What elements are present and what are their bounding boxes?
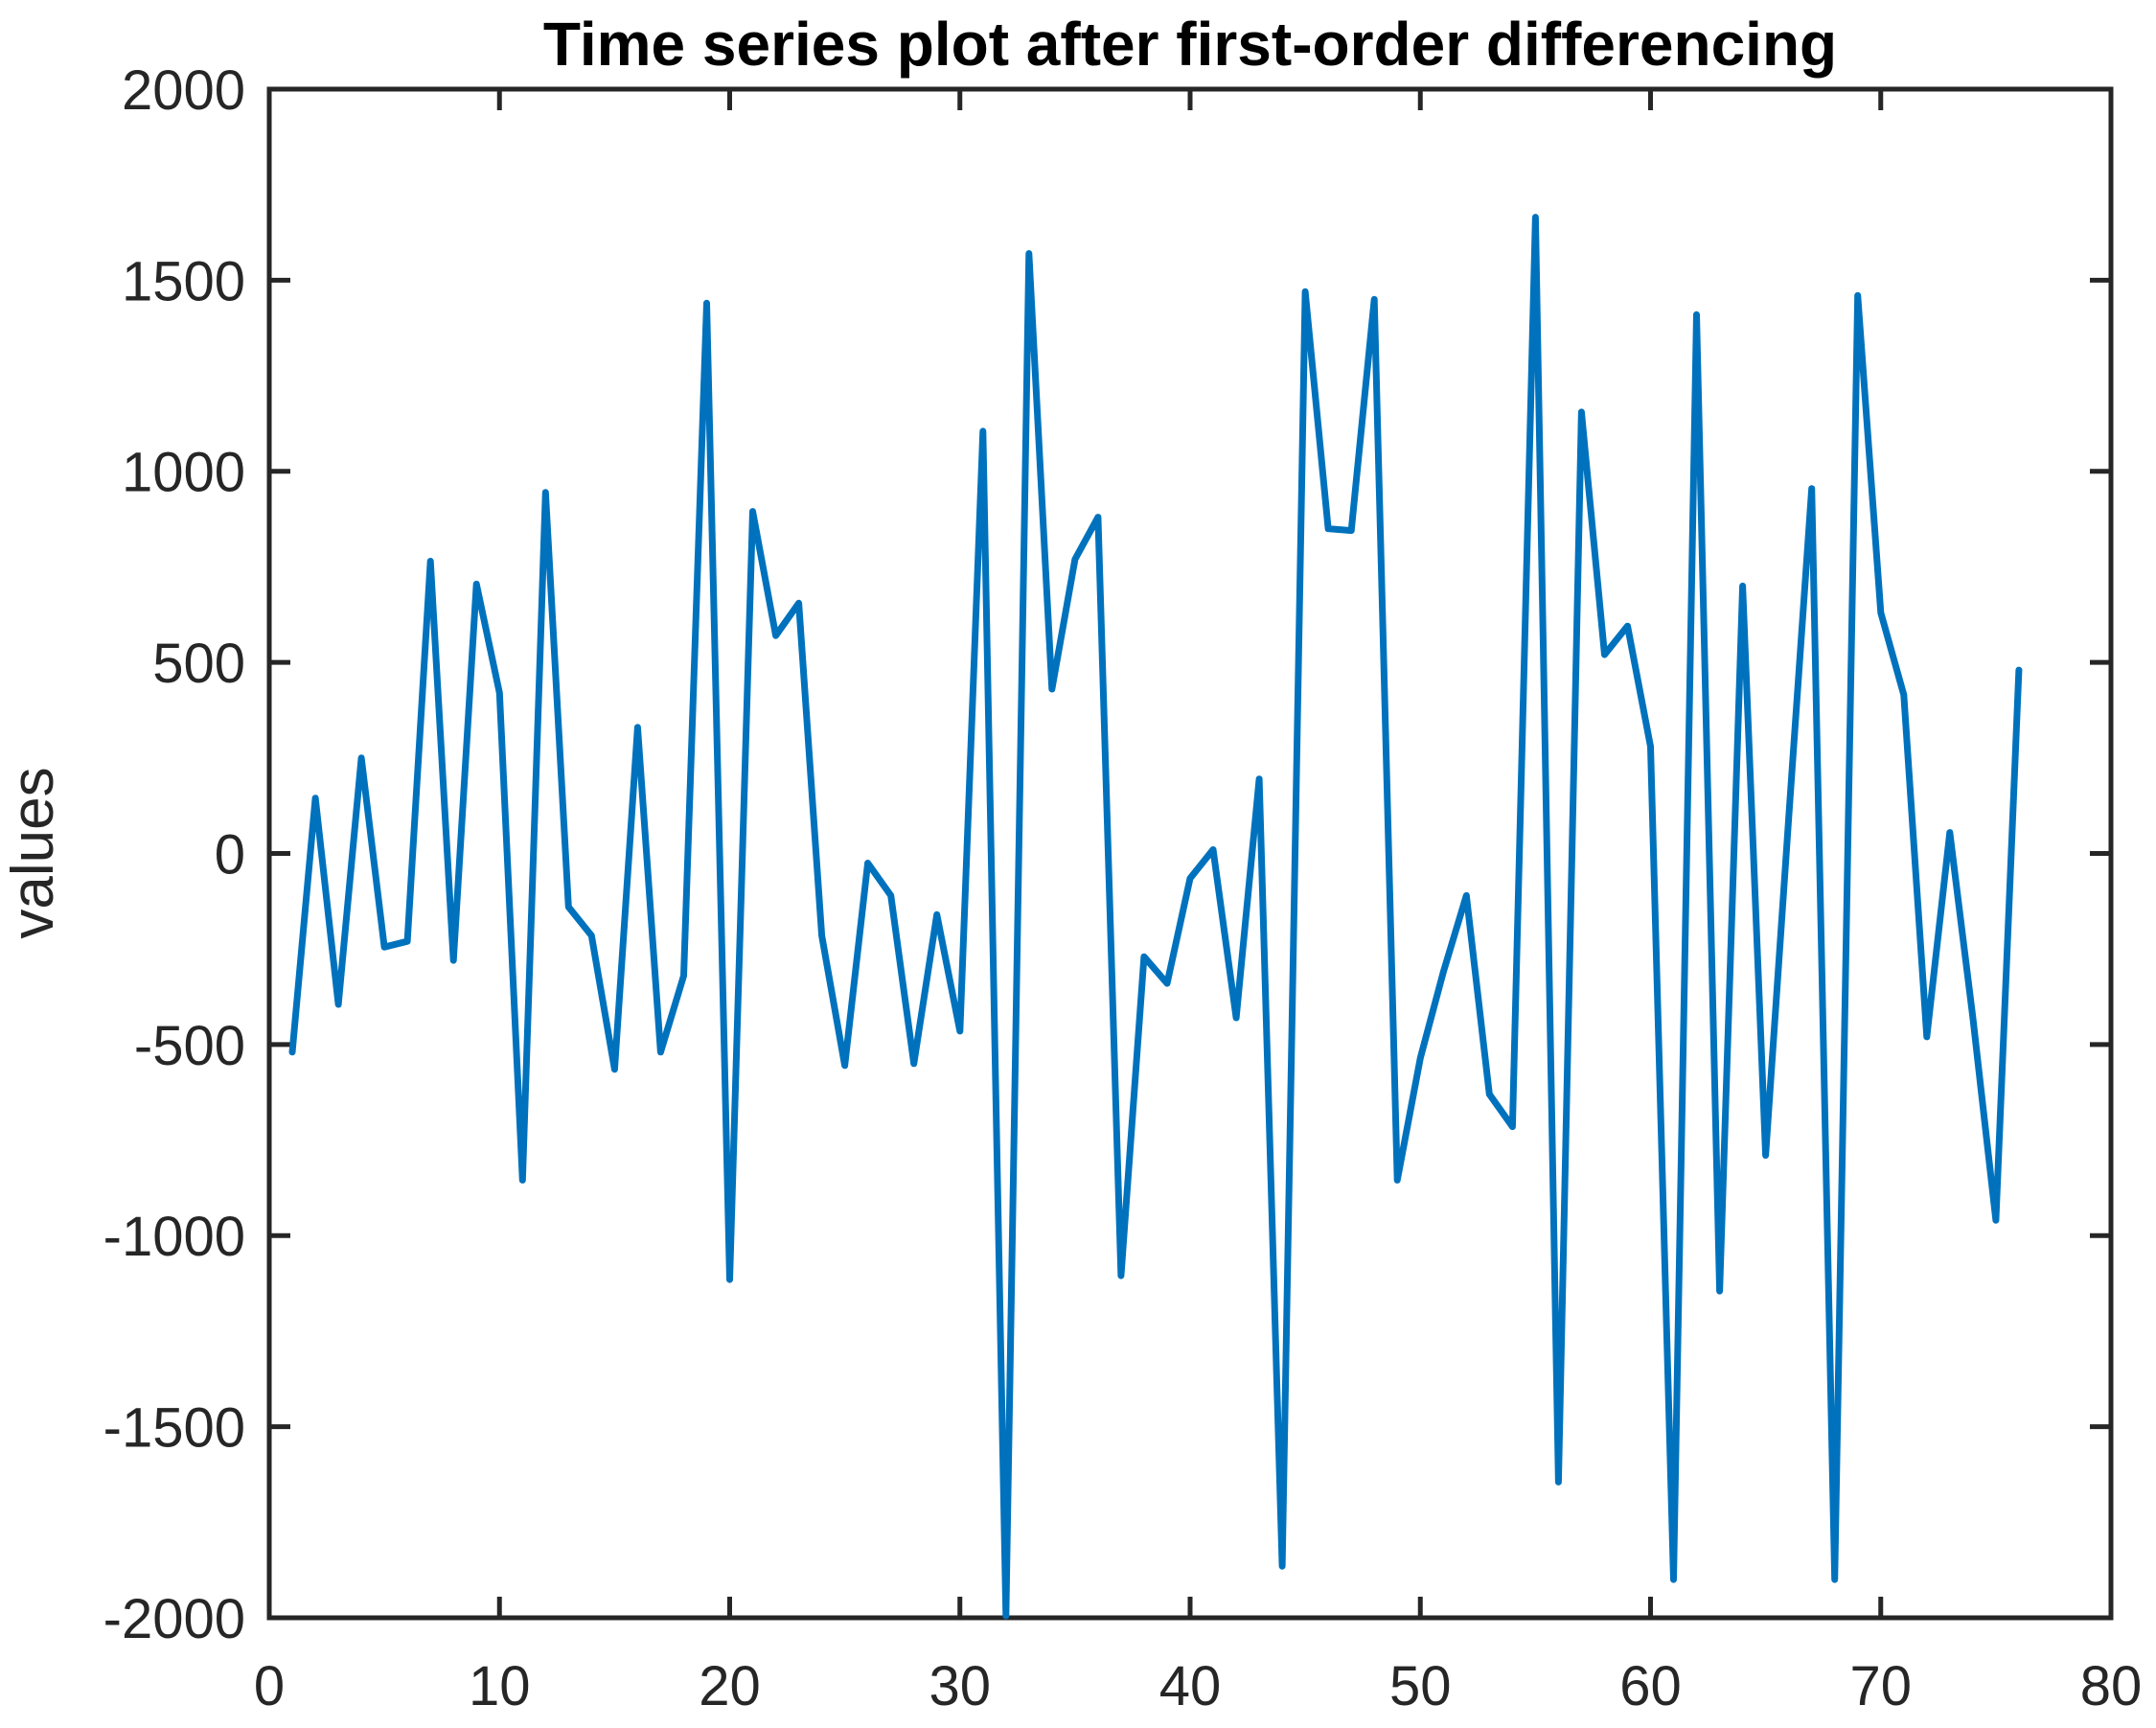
y-axis-label: values — [0, 767, 66, 938]
plot-frame — [266, 86, 2114, 1621]
x-tick-label: 10 — [469, 1655, 531, 1717]
y-tick-label: 1000 — [122, 442, 245, 504]
y-tick-label: 500 — [152, 633, 245, 695]
x-tick-label: 20 — [699, 1655, 761, 1717]
chart-title: Time series plot after first-order diffe… — [543, 10, 1837, 79]
y-tick-label: 2000 — [122, 59, 245, 122]
y-tick-label: 0 — [215, 823, 245, 886]
y-tick-label: -1500 — [103, 1397, 245, 1460]
x-tick-label: 80 — [2080, 1655, 2143, 1717]
y-tick-label: -2000 — [103, 1588, 245, 1650]
x-tick-label: 30 — [929, 1655, 991, 1717]
axis-tick-marks — [266, 86, 2114, 1621]
y-axis-tick-labels: -2000 -1500 -1000 -500 0 500 1000 1500 2000 — [103, 59, 245, 1650]
x-axis-tick-labels: 0 10 20 30 40 50 60 70 80 — [254, 1655, 2142, 1717]
x-tick-label: 70 — [1849, 1655, 1912, 1717]
series-line — [288, 214, 2023, 1620]
x-tick-label: 40 — [1159, 1655, 1222, 1717]
y-tick-label: 1500 — [122, 250, 245, 312]
x-tick-label: 60 — [1619, 1655, 1682, 1717]
x-tick-label: 0 — [254, 1655, 285, 1717]
y-tick-label: -500 — [134, 1015, 245, 1077]
y-tick-label: -1000 — [103, 1206, 245, 1268]
x-tick-label: 50 — [1389, 1655, 1452, 1717]
